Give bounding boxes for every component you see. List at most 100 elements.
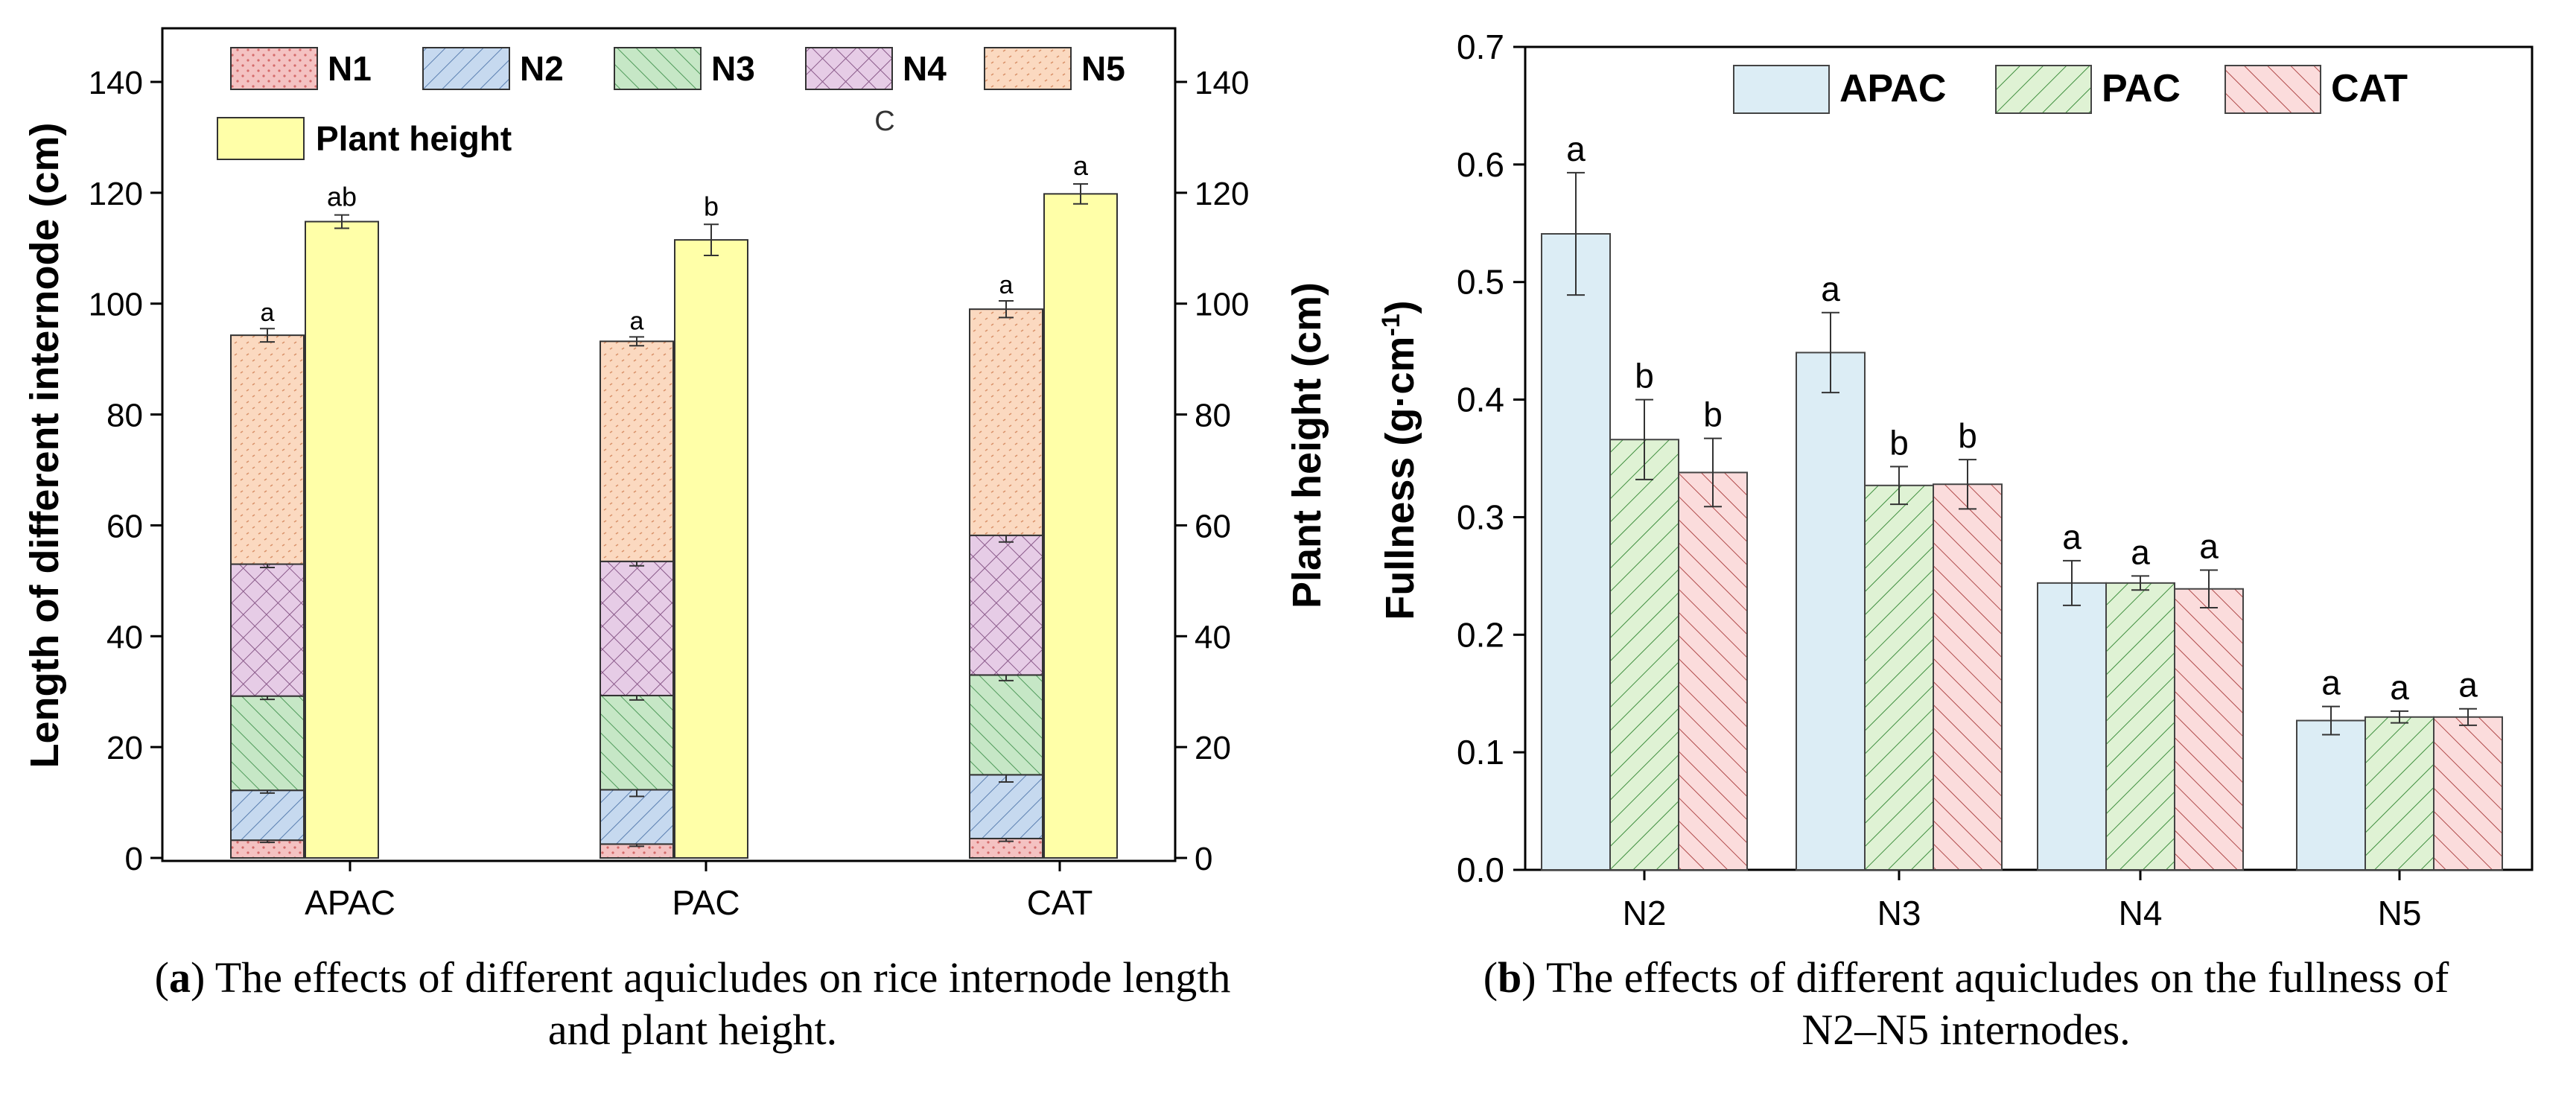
- b-bar-apac-n3: [1796, 352, 1866, 871]
- a-legend-label-n5: N5: [1081, 49, 1125, 88]
- caption-a: (a) The effects of different aquicludes …: [154, 953, 1231, 1054]
- b-x-tick-label-n5: N5: [2378, 894, 2422, 932]
- caption-b: (b) The effects of different aquicludes …: [1483, 953, 2449, 1054]
- b-sig-letter-apac-n5: a: [2321, 664, 2341, 702]
- b-bar-cat-n4: [2174, 588, 2244, 871]
- a-left-tick-label: 100: [89, 287, 143, 323]
- b-y-tick-label: 0.5: [1457, 263, 1504, 302]
- a-sig-letter-n5-pac: a: [630, 307, 644, 335]
- a-left-tick-label: 140: [89, 65, 143, 101]
- a-legend-label-n2: N2: [520, 49, 564, 88]
- a-left-tick-label: 60: [106, 508, 143, 544]
- a-bar-plant-height-pac: [674, 239, 748, 859]
- panel-a: 0 0 20 20 40 40 60 60 80 80 100 100 120 120 140 140 APAC…: [22, 27, 1329, 922]
- b-sig-letter-cat-n4: a: [2199, 527, 2219, 565]
- a-bar-n2-cat: [969, 774, 1043, 839]
- b-sig-letter-apac-n2: a: [1566, 130, 1586, 168]
- b-sig-letter-apac-n4: a: [2062, 518, 2082, 556]
- b-sig-letter-cat-n3: b: [1958, 416, 1977, 455]
- a-legend-label-plant-height: Plant height: [316, 119, 512, 158]
- b-y-tick-label: 0.7: [1457, 28, 1504, 66]
- b-sig-letter-apac-n3: a: [1821, 270, 1840, 308]
- panel-a-stray-letter: C: [874, 106, 894, 137]
- a-legend-swatch-plant-height: [217, 117, 305, 160]
- b-legend-label-cat: CAT: [2331, 67, 2408, 110]
- a-bar-n3-apac: [230, 695, 305, 792]
- b-x-tick-label-n4: N4: [2119, 894, 2163, 932]
- a-bar-plant-height-apac: [305, 220, 379, 859]
- b-sig-letter-cat-n5: a: [2458, 666, 2478, 705]
- a-legend-label-n3: N3: [711, 49, 755, 88]
- b-x-tick-label-n2: N2: [1623, 894, 1667, 932]
- a-left-tick-label: 0: [125, 841, 143, 877]
- b-legend-label-apac: APAC: [1839, 67, 1946, 110]
- a-bar-n2-pac: [600, 789, 674, 845]
- a-right-tick-label: 120: [1195, 176, 1249, 212]
- panel-a-plot-frame: [161, 27, 1177, 862]
- b-bar-cat-n2: [1678, 471, 1748, 871]
- a-sig-letter-plant-height-cat: a: [1073, 150, 1089, 181]
- panel-a-right-axis-label: Plant height (cm): [1285, 282, 1329, 608]
- a-sig-letter-n5-apac: a: [261, 299, 275, 327]
- a-bar-n4-pac: [600, 560, 674, 696]
- a-right-tick-label: 100: [1195, 287, 1249, 323]
- a-bar-n4-cat: [969, 534, 1043, 676]
- b-bar-pac-n4: [2105, 582, 2175, 871]
- a-legend-swatch-n2: [422, 47, 510, 90]
- b-x-tick-label-n3: N3: [1877, 894, 1921, 932]
- a-bar-n2-apac: [230, 789, 305, 842]
- b-y-tick-label: 0.2: [1457, 615, 1504, 654]
- panel-b-axes: 0.0 0.1 0.2 0.3 0.4 0.5 0.6 0.7 N2 N3 N4 N5: [1457, 28, 2421, 932]
- a-legend-swatch-n1: [230, 47, 318, 90]
- caption-b-label: b: [1498, 953, 1522, 1002]
- a-sig-letter-n5-cat: a: [999, 271, 1014, 299]
- a-legend-swatch-n4: [805, 47, 893, 90]
- a-right-tick-label: 0: [1195, 841, 1212, 877]
- b-bar-cat-n5: [2433, 716, 2503, 871]
- a-bar-n5-pac: [600, 340, 674, 562]
- a-legend-swatch-n3: [614, 47, 702, 90]
- b-legend-swatch-apac: [1733, 65, 1830, 114]
- b-legend-label-pac: PAC: [2102, 67, 2181, 110]
- b-y-tick-label: 0.0: [1457, 850, 1504, 889]
- caption-a-line2: and plant height.: [547, 1005, 838, 1054]
- panel-a-legend: N1 N2 N3 N4 N5 Plant height: [217, 47, 1125, 160]
- b-bar-pac-n2: [1609, 439, 1679, 871]
- a-right-tick-label: 80: [1195, 398, 1231, 434]
- a-left-tick-label: 40: [106, 619, 143, 655]
- b-bar-apac-n2: [1541, 232, 1611, 871]
- panel-a-axes: 0 0 20 20 40 40 60 60 80 80 100 100 120 120 140 140 APAC…: [89, 65, 1250, 922]
- caption-a-label: a: [169, 953, 191, 1002]
- b-sig-letter-pac-n4: a: [2131, 532, 2150, 571]
- panel-a-left-axis-label: Length of different internode (cm): [22, 123, 67, 769]
- a-bar-n5-cat: [969, 308, 1043, 536]
- a-x-tick-label-cat: CAT: [1027, 883, 1093, 922]
- panel-a-bars: abaaaabaabaaabaaaaaa: [230, 150, 1118, 859]
- a-sig-letter-plant-height-apac: ab: [327, 182, 357, 212]
- a-legend-label-n4: N4: [903, 49, 947, 88]
- b-bar-cat-n3: [1933, 483, 2003, 871]
- b-bar-pac-n3: [1864, 484, 1934, 871]
- b-y-tick-label: 0.1: [1457, 733, 1504, 772]
- a-bar-n3-cat: [969, 674, 1043, 776]
- caption-b-line2: N2–N5 internodes.: [1801, 1005, 2131, 1054]
- a-right-tick-label: 60: [1195, 508, 1231, 544]
- b-bar-apac-n5: [2296, 719, 2366, 871]
- a-bar-plant-height-cat: [1043, 193, 1118, 859]
- a-right-tick-label: 40: [1195, 619, 1231, 655]
- a-legend-swatch-n5: [984, 47, 1072, 90]
- a-bar-n3-pac: [600, 694, 674, 791]
- b-bar-pac-n5: [2364, 716, 2435, 871]
- b-bar-apac-n4: [2037, 582, 2107, 871]
- a-x-tick-label-pac: PAC: [672, 883, 740, 922]
- b-sig-letter-pac-n3: b: [1889, 424, 1909, 462]
- a-right-tick-label: 140: [1195, 65, 1249, 101]
- a-bar-n5-apac: [230, 334, 305, 565]
- panel-b-plot-frame: [1524, 45, 2534, 871]
- b-y-tick-label: 0.3: [1457, 497, 1504, 536]
- b-legend-swatch-cat: [2224, 65, 2321, 114]
- a-left-tick-label: 80: [106, 398, 143, 434]
- b-y-tick-label: 0.4: [1457, 381, 1504, 419]
